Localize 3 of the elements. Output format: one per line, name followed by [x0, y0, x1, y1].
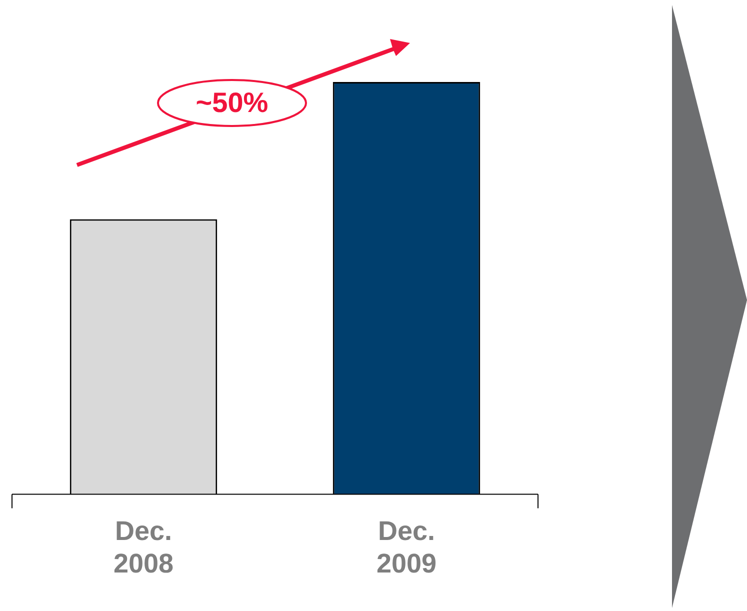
x-tick-label: Dec. 2009	[376, 516, 437, 578]
annotation: ~50%	[196, 87, 268, 119]
x-tick-label: Dec. 2008	[113, 516, 174, 578]
